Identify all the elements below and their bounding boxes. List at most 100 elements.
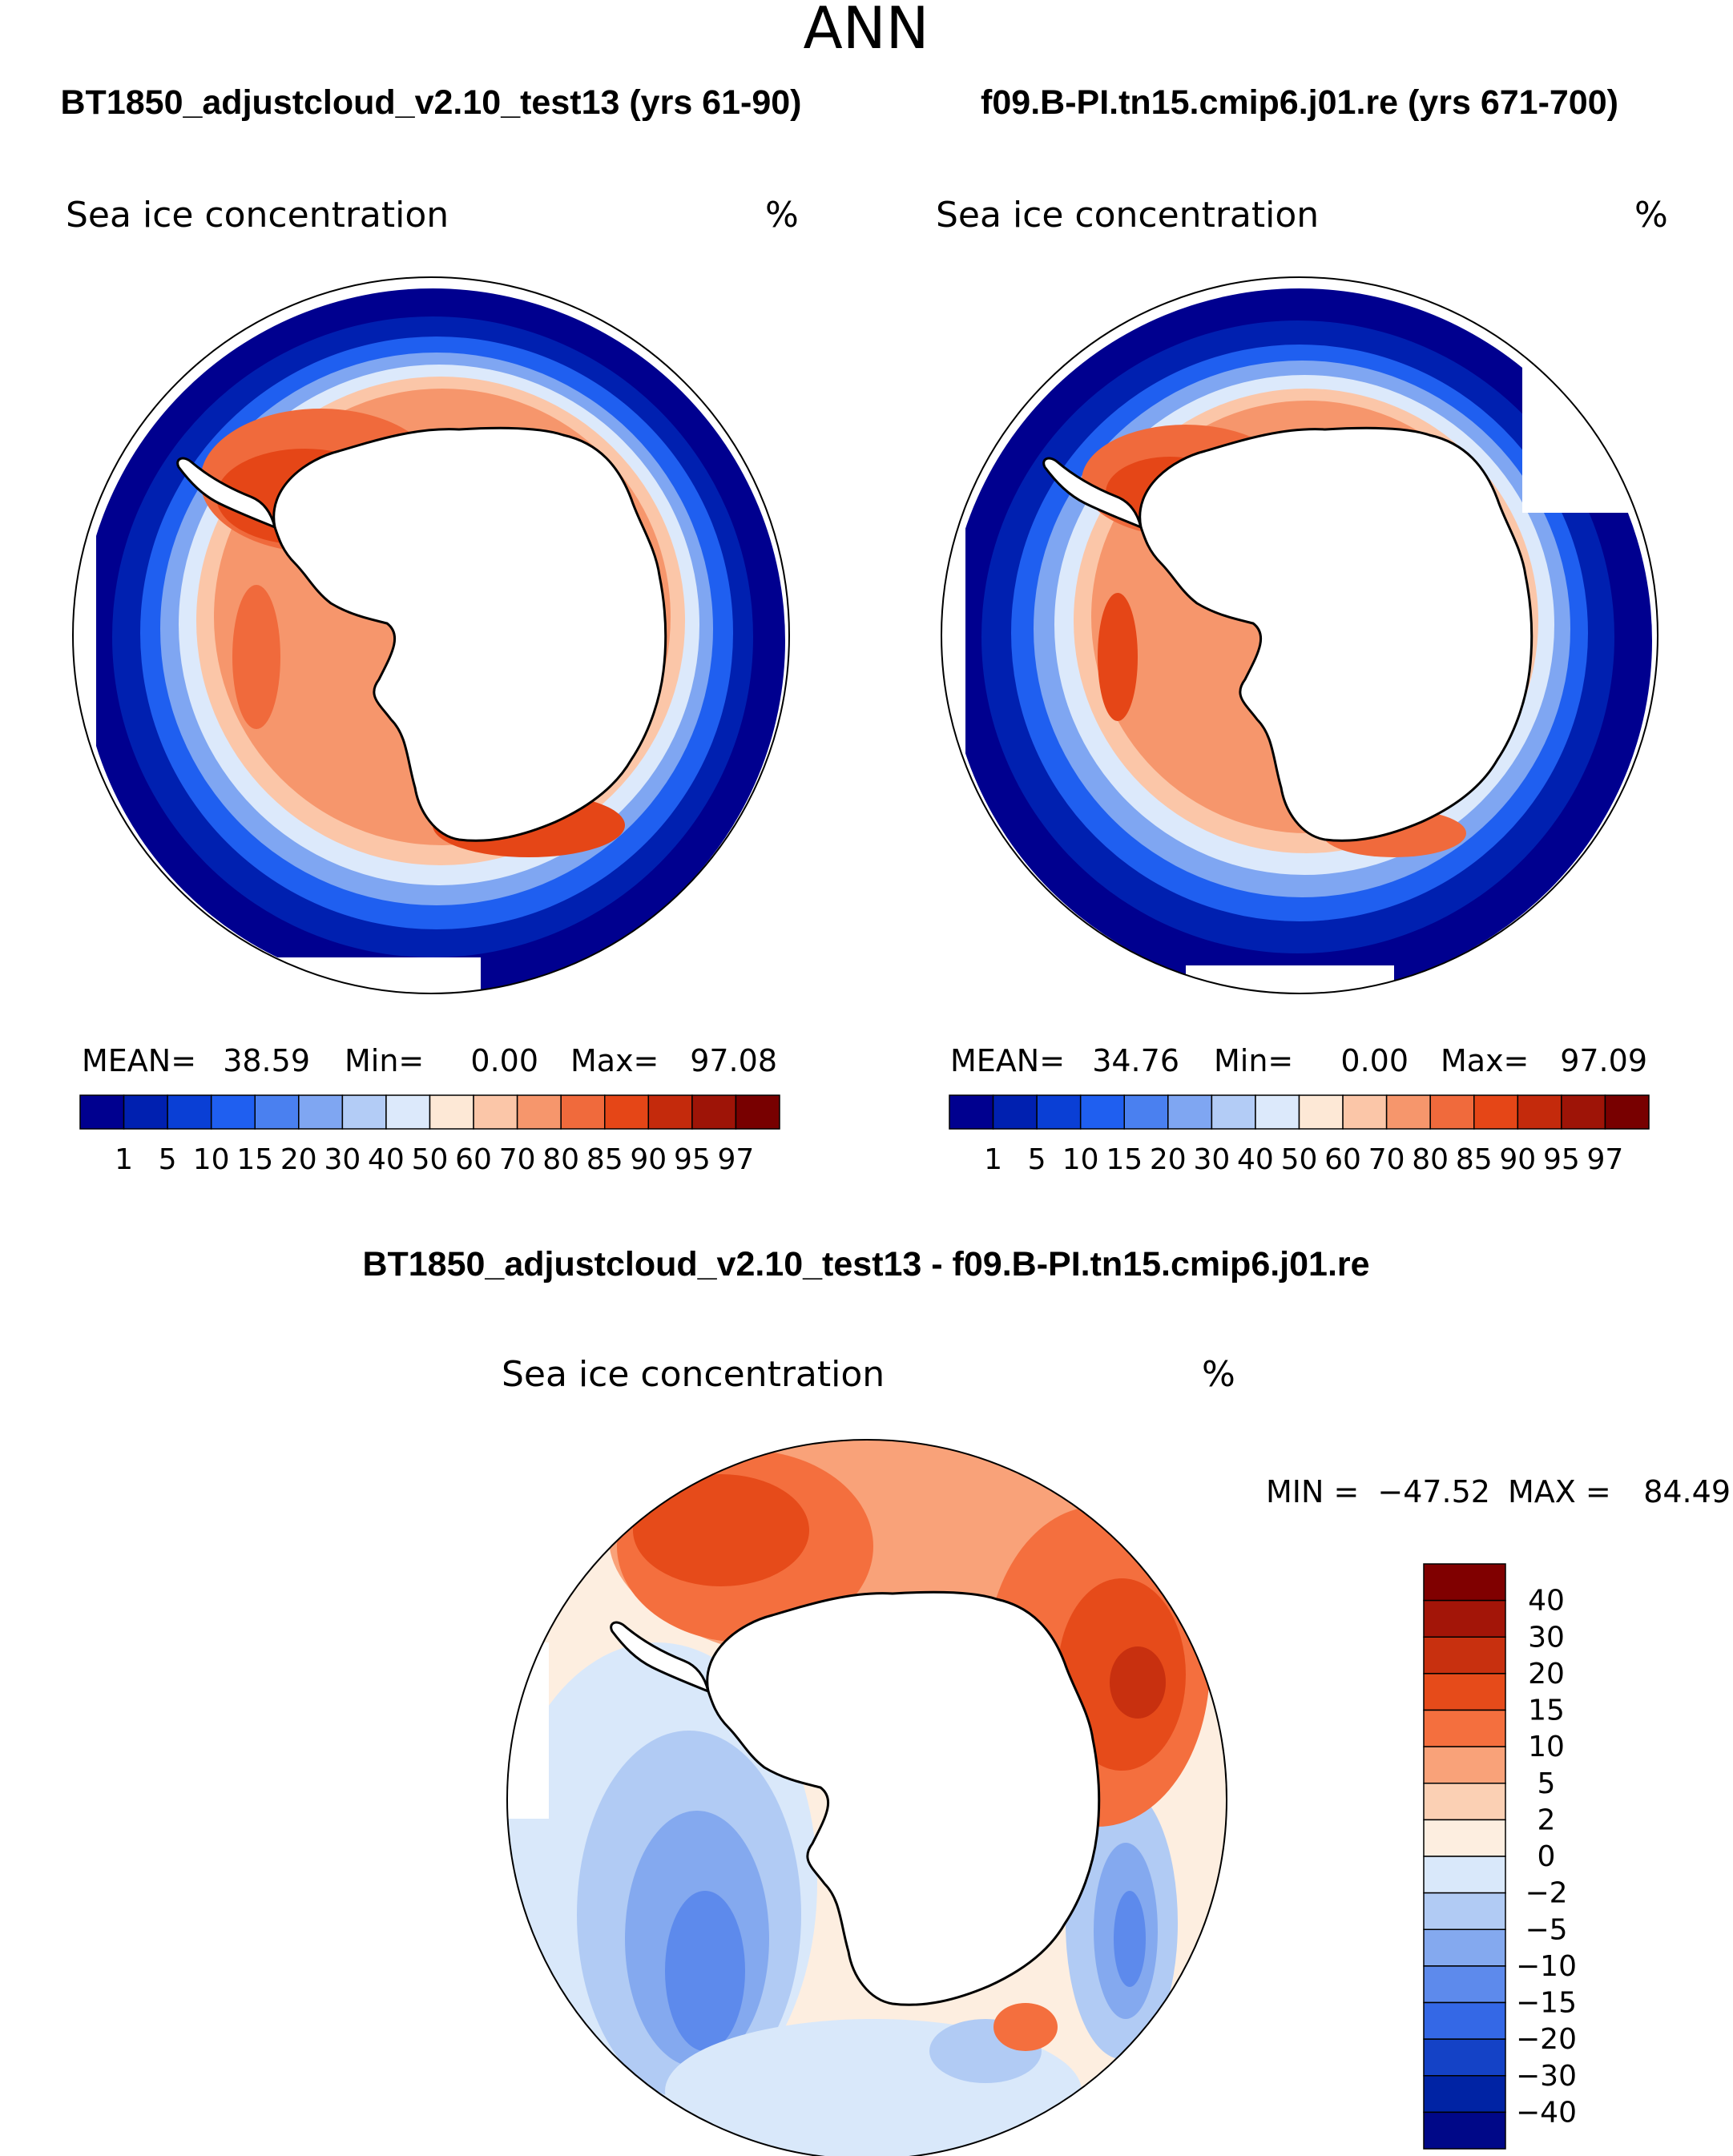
control-max-value: 97.09 [1560, 1043, 1647, 1078]
case-cbar-tick-7: 50 [412, 1143, 449, 1176]
control-cbar-swatch-0 [949, 1094, 994, 1130]
case-cbar-tick-5: 30 [324, 1143, 361, 1176]
diff-cbar-tick-10: −10 [1516, 1950, 1577, 1983]
control-cbar-swatch-8 [1298, 1094, 1344, 1130]
control-cbar-tick-13: 95 [1543, 1143, 1580, 1176]
case-cbar-swatch-8 [429, 1094, 474, 1130]
map-control-boundary [941, 276, 1658, 994]
case-cbar-tick-11: 85 [586, 1143, 623, 1176]
case-cbar-tick-6: 40 [368, 1143, 405, 1176]
diff-cbar-swatch-4 [1423, 1709, 1506, 1747]
case-cbar-swatch-2 [167, 1094, 212, 1130]
control-cbar-tick-5: 30 [1193, 1143, 1230, 1176]
diff-cbar-tick-5: 5 [1538, 1767, 1556, 1800]
diff-max-value: 84.49 [1643, 1474, 1731, 1509]
control-cbar-swatch-1 [992, 1094, 1038, 1130]
control-cbar-tick-6: 40 [1237, 1143, 1274, 1176]
control-cbar-tick-4: 20 [1150, 1143, 1187, 1176]
diff-cbar-swatch-9 [1423, 1892, 1506, 1930]
case-cbar-tick-10: 80 [542, 1143, 579, 1176]
map-panel-control [941, 276, 1658, 994]
diff-cbar-swatch-2 [1423, 1636, 1506, 1674]
diff-cbar-tick-7: 0 [1538, 1840, 1556, 1873]
panel-control-units: % [1634, 195, 1668, 236]
case-cbar-tick-4: 20 [280, 1143, 317, 1176]
case-cbar-swatch-5 [298, 1094, 344, 1130]
diff-cbar-tick-0: 40 [1528, 1585, 1565, 1618]
control-cbar-swatch-5 [1167, 1094, 1213, 1130]
control-mean-value: 34.76 [1092, 1043, 1179, 1078]
case-cbar-swatch-7 [385, 1094, 431, 1130]
panel-diff-variable: Sea ice concentration [502, 1354, 885, 1395]
control-cbar-tick-2: 10 [1062, 1143, 1099, 1176]
panel-diff-units: % [1202, 1354, 1235, 1395]
case-cbar-swatch-14 [691, 1094, 737, 1130]
diff-cbar-swatch-3 [1423, 1673, 1506, 1711]
diff-min-value: −47.52 [1377, 1474, 1490, 1509]
colorbar-control: 1 5 10 15 20 30 40 50 60 70 80 85 90 95 97 [949, 1094, 1650, 1176]
control-cbar-tick-3: 15 [1106, 1143, 1143, 1176]
case-cbar-swatch-11 [560, 1094, 606, 1130]
case-min-label: Min= [345, 1043, 424, 1078]
control-cbar-tick-11: 85 [1456, 1143, 1493, 1176]
case-cbar-swatch-9 [473, 1094, 518, 1130]
panel-diff-stats: MIN = −47.52 MAX = 84.49 [1266, 1474, 1731, 1509]
diff-cbar-tick-13: −30 [1516, 2060, 1577, 2093]
control-cbar-tick-12: 90 [1499, 1143, 1536, 1176]
case-max-label: Max= [570, 1043, 659, 1078]
case-cbar-swatch-1 [123, 1094, 168, 1130]
control-cbar-tick-7: 50 [1281, 1143, 1318, 1176]
case-cbar-swatch-12 [604, 1094, 650, 1130]
control-cbar-swatch-10 [1385, 1094, 1431, 1130]
case-cbar-tick-14: 97 [718, 1143, 755, 1176]
panel-case-title: BT1850_adjustcloud_v2.10_test13 (yrs 61-… [61, 83, 802, 122]
diff-cbar-swatch-11 [1423, 1965, 1506, 2004]
case-cbar-tick-1: 5 [159, 1143, 177, 1176]
diff-cbar-swatch-15 [1423, 2111, 1506, 2150]
control-cbar-swatch-12 [1473, 1094, 1519, 1130]
case-min-value: 0.00 [470, 1043, 538, 1078]
case-cbar-tick-8: 60 [455, 1143, 492, 1176]
diff-cbar-tick-11: −15 [1516, 1987, 1577, 2020]
case-cbar-tick-12: 90 [630, 1143, 667, 1176]
diff-cbar-swatch-8 [1423, 1856, 1506, 1894]
control-cbar-swatch-4 [1123, 1094, 1169, 1130]
case-cbar-swatch-13 [647, 1094, 693, 1130]
control-cbar-swatch-3 [1079, 1094, 1125, 1130]
colorbar-case: 1 5 10 15 20 30 40 50 60 70 80 85 90 95 97 [79, 1094, 780, 1176]
control-cbar-tick-10: 80 [1412, 1143, 1449, 1176]
control-cbar-tick-14: 97 [1587, 1143, 1624, 1176]
diff-max-label: MAX = [1508, 1474, 1611, 1509]
control-cbar-swatch-13 [1517, 1094, 1562, 1130]
case-mean-value: 38.59 [223, 1043, 310, 1078]
case-cbar-tick-13: 95 [674, 1143, 711, 1176]
diff-cbar-tick-8: −2 [1525, 1877, 1567, 1910]
diff-cbar-tick-14: −40 [1516, 2096, 1577, 2129]
diff-cbar-swatch-13 [1423, 2038, 1506, 2077]
map-diff-boundary [506, 1439, 1227, 2156]
diff-cbar-tick-4: 10 [1528, 1731, 1565, 1763]
diff-cbar-tick-3: 15 [1528, 1695, 1565, 1727]
case-max-value: 97.08 [690, 1043, 777, 1078]
panel-control-stats: MEAN= 34.76 Min= 0.00 Max= 97.09 [950, 1043, 1647, 1078]
control-max-label: Max= [1441, 1043, 1529, 1078]
map-case-boundary [72, 276, 790, 994]
control-cbar-swatch-2 [1036, 1094, 1082, 1130]
panel-control-title: f09.B-PI.tn15.cmip6.j01.re (yrs 671-700) [981, 83, 1618, 122]
control-min-value: 0.00 [1340, 1043, 1409, 1078]
panel-case-units: % [765, 195, 799, 236]
case-cbar-swatch-4 [254, 1094, 300, 1130]
diff-cbar-swatch-10 [1423, 1928, 1506, 1967]
control-cbar-tick-9: 70 [1368, 1143, 1405, 1176]
control-mean-label: MEAN= [950, 1043, 1065, 1078]
control-cbar-swatch-7 [1255, 1094, 1300, 1130]
control-cbar-swatch-14 [1561, 1094, 1606, 1130]
case-cbar-swatch-6 [341, 1094, 387, 1130]
map-panel-diff [506, 1439, 1227, 2156]
diff-cbar-tick-12: −20 [1516, 2023, 1577, 2056]
diff-cbar-tick-1: 30 [1528, 1621, 1565, 1654]
control-cbar-tick-8: 60 [1324, 1143, 1361, 1176]
control-min-label: Min= [1214, 1043, 1293, 1078]
diff-cbar-tick-2: 20 [1528, 1658, 1565, 1691]
